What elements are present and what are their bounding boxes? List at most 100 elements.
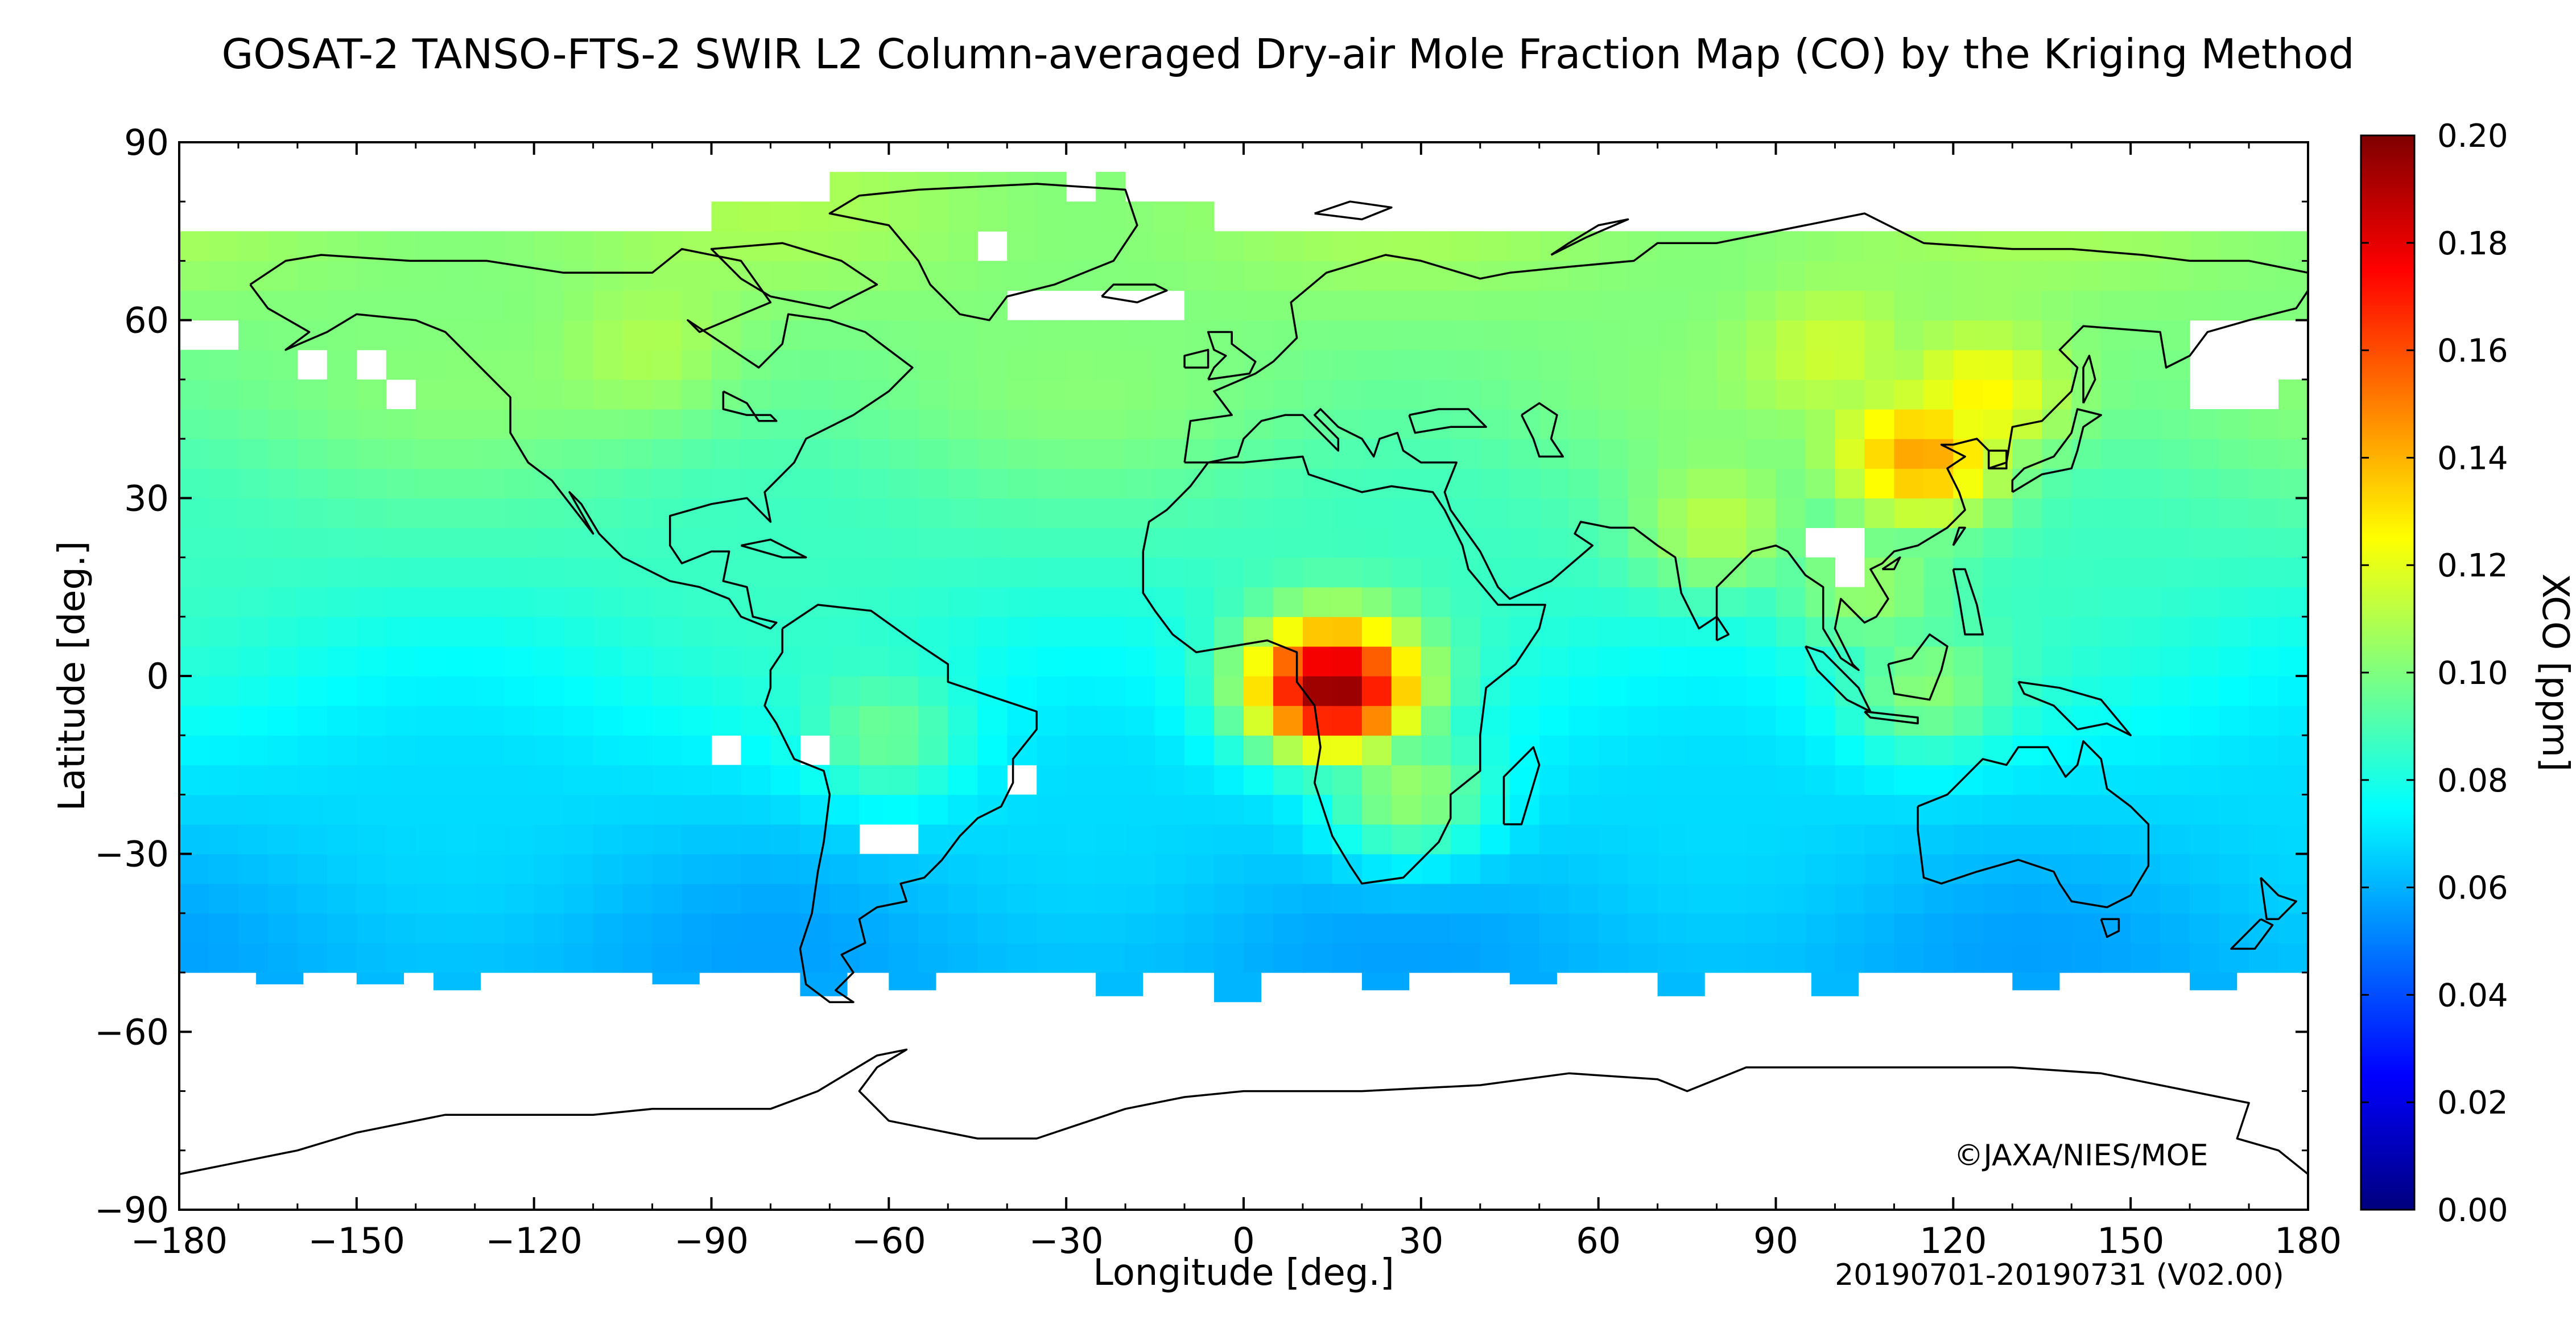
heatmap-cell <box>1391 349 1422 380</box>
heatmap-cell <box>1480 943 1510 973</box>
heatmap-cell <box>593 349 624 380</box>
heatmap-cell <box>208 527 239 558</box>
heatmap-cell <box>386 349 416 380</box>
heatmap-cell <box>1332 409 1363 439</box>
heatmap-cell <box>327 468 357 498</box>
heatmap-cell <box>1421 646 1451 677</box>
heatmap-cell <box>889 468 919 498</box>
heatmap-cell <box>1568 794 1599 825</box>
heatmap-cell <box>504 646 535 677</box>
heatmap-cell <box>2190 231 2220 262</box>
heatmap-cell <box>977 261 1008 291</box>
heatmap-cell <box>1244 557 1274 588</box>
heatmap-cell <box>1864 498 1894 529</box>
heatmap-cell <box>208 587 239 617</box>
heatmap-cell <box>474 527 505 558</box>
heatmap-cell <box>1184 231 1215 262</box>
heatmap-cell <box>859 765 889 795</box>
heatmap-cell <box>1864 913 1894 943</box>
heatmap-cell <box>2012 439 2042 469</box>
heatmap-cell <box>504 527 535 558</box>
heatmap-cell <box>356 706 387 736</box>
heatmap-cell <box>800 794 830 825</box>
heatmap-cell <box>208 913 239 943</box>
heatmap-cell <box>2071 676 2102 706</box>
heatmap-cell <box>2160 646 2190 677</box>
heatmap-cell <box>1302 231 1333 262</box>
heatmap-cell <box>1864 854 1894 884</box>
period-text: 20190701-20190731 (V02.00) <box>1835 1258 2284 1292</box>
heatmap-cell <box>1244 676 1274 706</box>
heatmap-cell <box>1716 409 1747 439</box>
coastline <box>1183 349 1209 369</box>
heatmap-cell <box>1155 379 1185 410</box>
y-tick-label: 0 <box>147 655 169 697</box>
heatmap-cell <box>267 676 298 706</box>
heatmap-cell <box>445 765 476 795</box>
heatmap-cell <box>918 706 948 736</box>
heatmap-cell <box>1361 676 1392 706</box>
heatmap-cell <box>948 854 978 884</box>
heatmap-cell <box>1628 676 1658 706</box>
heatmap-cell <box>1509 527 1540 558</box>
heatmap-cell <box>1214 231 1244 262</box>
heatmap-cell <box>1214 290 1244 321</box>
coastline <box>1864 710 1919 725</box>
heatmap-cell <box>179 735 209 765</box>
heatmap-cell <box>2160 616 2190 647</box>
heatmap-cell <box>859 439 889 469</box>
y-axis-label: Latitude [deg.] <box>51 541 93 811</box>
heatmap-cell <box>386 498 416 529</box>
heatmap-cell <box>1214 409 1244 439</box>
heatmap-cell <box>563 439 594 469</box>
heatmap-cell <box>534 468 564 498</box>
heatmap-cell <box>1007 676 1037 706</box>
heatmap-cell <box>297 735 328 765</box>
heatmap-cell <box>1125 883 1155 914</box>
heatmap-cell <box>563 290 594 321</box>
heatmap-cell <box>2249 913 2279 943</box>
heatmap-cell <box>1037 854 1067 884</box>
heatmap-cell <box>593 261 624 291</box>
heatmap-cell <box>1244 587 1274 617</box>
heatmap-cell <box>2131 735 2161 765</box>
heatmap-cell <box>1835 231 1865 262</box>
heatmap-cell <box>238 468 269 498</box>
heatmap-cell <box>1746 913 1777 943</box>
heatmap-cell <box>1923 498 1954 529</box>
heatmap-cell <box>829 468 860 498</box>
heatmap-cell <box>386 587 416 617</box>
heatmap-cell <box>297 616 328 647</box>
heatmap-cell <box>859 854 889 884</box>
heatmap-cell <box>918 172 948 202</box>
heatmap-cell <box>1244 824 1274 855</box>
heatmap-cell <box>1716 349 1747 380</box>
heatmap-cell <box>474 943 505 973</box>
heatmap-cell <box>1096 201 1126 232</box>
heatmap-cell <box>474 379 505 410</box>
heatmap-cell <box>1214 616 1244 647</box>
x-tick-label: −150 <box>308 1220 405 1261</box>
heatmap-cell <box>504 765 535 795</box>
heatmap-cell <box>297 409 328 439</box>
heatmap-cell <box>415 290 446 321</box>
heatmap-cell <box>829 735 860 765</box>
heatmap-cell <box>1923 349 1954 380</box>
heatmap-cell <box>179 498 209 529</box>
heatmap-cell <box>356 468 387 498</box>
heatmap-cell <box>1539 290 1570 321</box>
heatmap-cell <box>1539 765 1570 795</box>
heatmap-cell <box>356 439 387 469</box>
heatmap-cell <box>2278 261 2309 291</box>
heatmap-cell <box>1096 468 1126 498</box>
heatmap-cell <box>859 527 889 558</box>
heatmap-cell <box>2012 646 2042 677</box>
heatmap-cell <box>1125 409 1155 439</box>
heatmap-cell <box>859 498 889 529</box>
heatmap-cell <box>2190 587 2220 617</box>
heatmap-cell <box>2190 468 2220 498</box>
heatmap-cell <box>889 735 919 765</box>
coastline <box>249 248 914 630</box>
heatmap-cell <box>977 824 1008 855</box>
heatmap-cell <box>682 468 712 498</box>
